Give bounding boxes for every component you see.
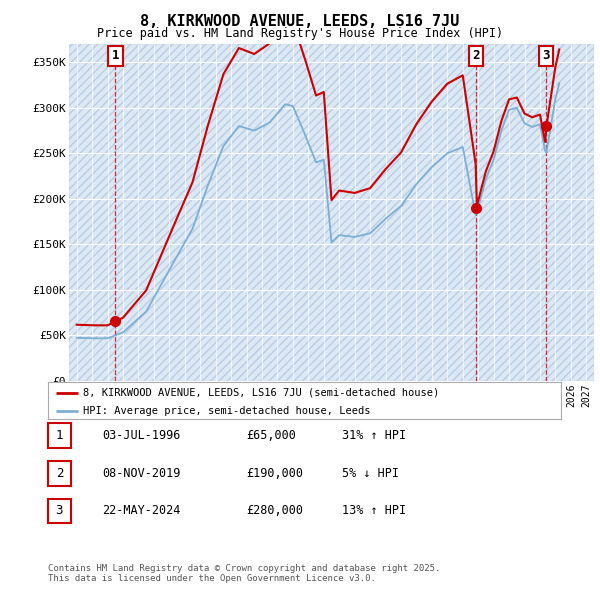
Text: 3: 3 [542, 50, 550, 63]
Text: 1: 1 [56, 429, 63, 442]
Text: £280,000: £280,000 [246, 504, 303, 517]
Text: 31% ↑ HPI: 31% ↑ HPI [342, 429, 406, 442]
Text: 5% ↓ HPI: 5% ↓ HPI [342, 467, 399, 480]
Text: 1: 1 [112, 50, 119, 63]
Text: £190,000: £190,000 [246, 467, 303, 480]
Text: 2: 2 [56, 467, 63, 480]
Text: 8, KIRKWOOD AVENUE, LEEDS, LS16 7JU: 8, KIRKWOOD AVENUE, LEEDS, LS16 7JU [140, 14, 460, 28]
Text: 2: 2 [472, 50, 479, 63]
Text: HPI: Average price, semi-detached house, Leeds: HPI: Average price, semi-detached house,… [83, 406, 370, 416]
Text: 8, KIRKWOOD AVENUE, LEEDS, LS16 7JU (semi-detached house): 8, KIRKWOOD AVENUE, LEEDS, LS16 7JU (sem… [83, 388, 439, 398]
Text: Price paid vs. HM Land Registry's House Price Index (HPI): Price paid vs. HM Land Registry's House … [97, 27, 503, 40]
Text: 3: 3 [56, 504, 63, 517]
Text: 08-NOV-2019: 08-NOV-2019 [102, 467, 181, 480]
Text: 03-JUL-1996: 03-JUL-1996 [102, 429, 181, 442]
Text: Contains HM Land Registry data © Crown copyright and database right 2025.
This d: Contains HM Land Registry data © Crown c… [48, 563, 440, 583]
Text: £65,000: £65,000 [246, 429, 296, 442]
Text: 13% ↑ HPI: 13% ↑ HPI [342, 504, 406, 517]
Text: 22-MAY-2024: 22-MAY-2024 [102, 504, 181, 517]
